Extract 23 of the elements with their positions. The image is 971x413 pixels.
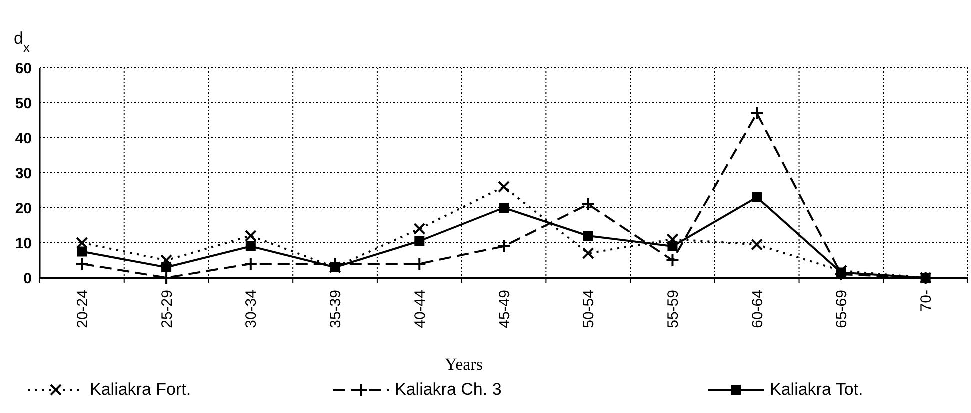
x-tick-label: 50-54 xyxy=(580,290,598,328)
x-tick-label: 20-24 xyxy=(74,290,92,328)
y-tick-label: 30 xyxy=(15,165,32,182)
legend-label: Kaliakra Ch. 3 xyxy=(395,380,502,399)
y-tick-label: 20 xyxy=(15,200,32,218)
y-tick-label: 50 xyxy=(15,95,32,112)
x-tick-label: 55-59 xyxy=(664,290,682,328)
y-tick-label: 0 xyxy=(24,270,32,288)
x-axis-title: Years xyxy=(445,355,483,374)
y-tick-label: 40 xyxy=(15,130,32,148)
x-tick-label: 65-69 xyxy=(834,290,851,328)
legend-label: Kaliakra Fort. xyxy=(90,380,192,399)
x-tick-label: 30-34 xyxy=(243,290,260,328)
y-axis-title: d$_{x}$ xyxy=(14,29,30,54)
x-tick-label: 45-49 xyxy=(496,290,514,328)
x-tick-label: 40-44 xyxy=(412,290,429,328)
x-tick-label: 35-39 xyxy=(328,290,345,328)
x-tick-label: 60-64 xyxy=(749,290,766,328)
x-tick-label: 70- xyxy=(918,290,936,312)
legend-label: Kaliakra Tot. xyxy=(770,380,864,399)
y-tick-label: 60 xyxy=(15,60,32,78)
x-tick-label: 25-29 xyxy=(158,290,176,328)
y-tick-label: 10 xyxy=(15,235,32,252)
